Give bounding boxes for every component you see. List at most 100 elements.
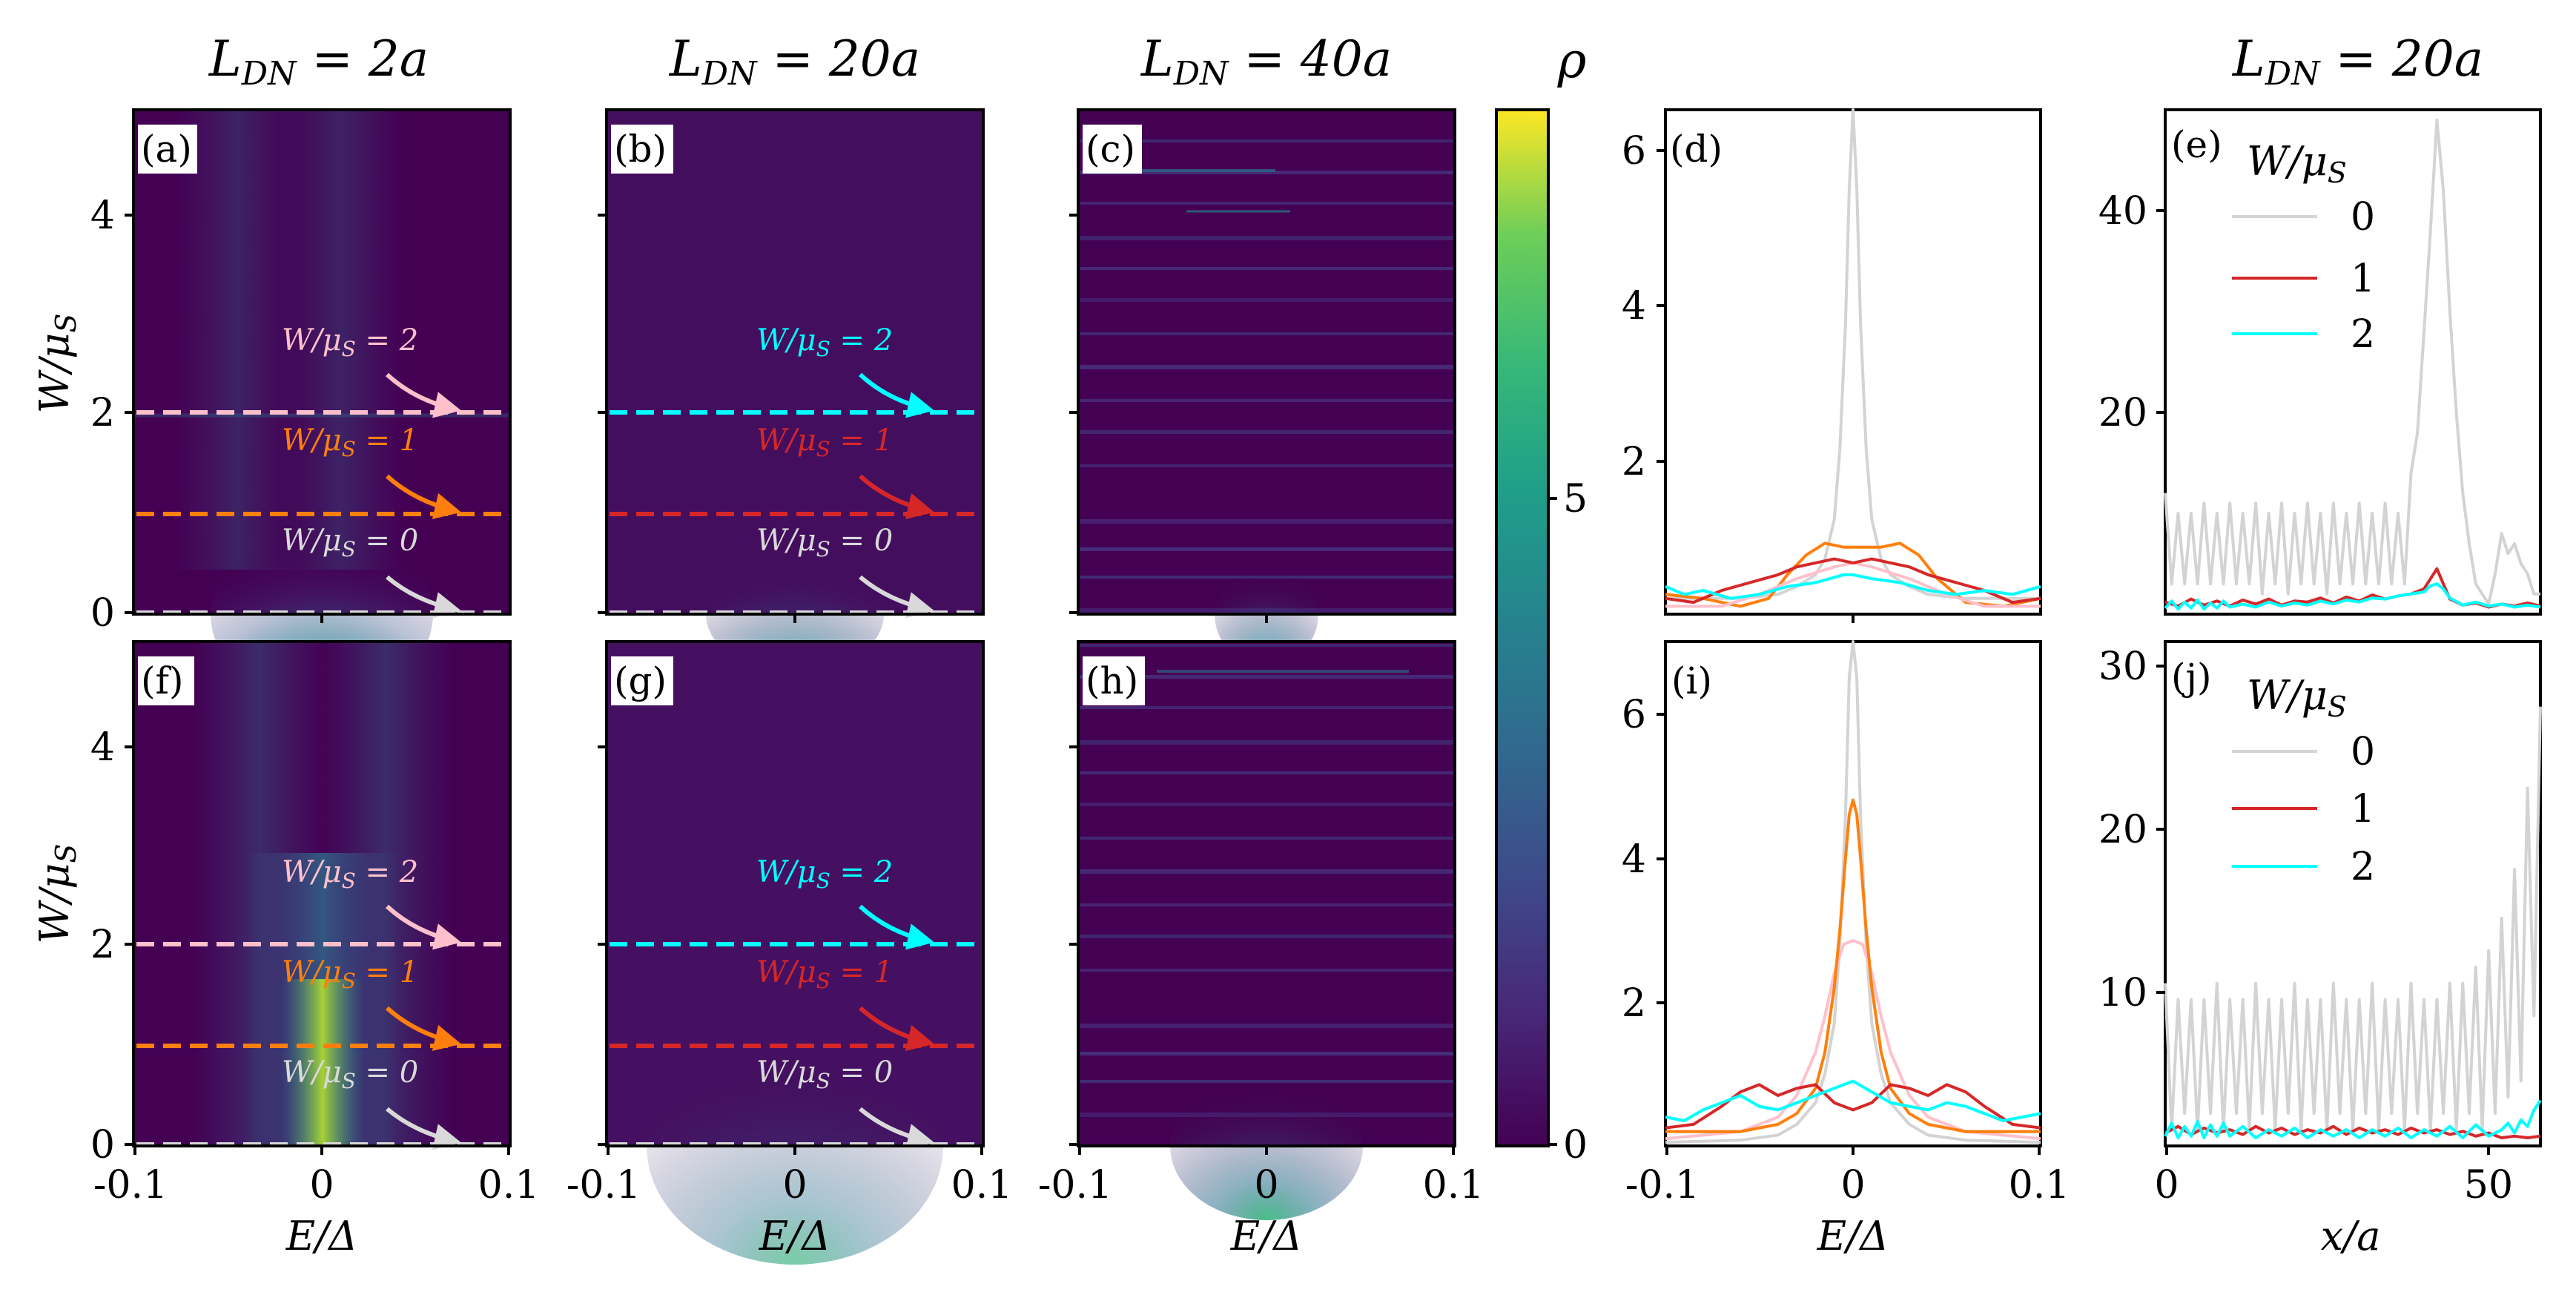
ytick-e-20: 20 xyxy=(2098,391,2147,435)
series-group-i xyxy=(1665,640,2041,1144)
title-col2: LDN = 20a xyxy=(669,30,920,93)
ytick-a-2: 2 xyxy=(90,391,115,435)
arrow-w0 xyxy=(386,1107,462,1150)
series-line-d-3 xyxy=(1665,557,2041,604)
title-col1: LDN = 2a xyxy=(208,30,429,93)
ytick-d-4: 4 xyxy=(1622,284,1646,329)
annot-w1: W/μS = 1 xyxy=(282,955,418,993)
panel-i: (i) 2 4 6 -0.1 0 0.1 E/Δ xyxy=(1622,640,2070,1259)
xtick-i-0: 0 xyxy=(1840,1163,1865,1208)
panel-f: W/μS = 0 W/μS = 1 W/μS = 2 (f) xyxy=(132,640,512,1150)
panel-label-d: (d) xyxy=(1670,128,1723,171)
panel-label-g: (g) xyxy=(614,659,667,702)
panel-j: (j) 10 20 30 0 50 x/a W/μS 0 1 2 xyxy=(2098,640,2542,1259)
xlabel-j: x/a xyxy=(2321,1213,2381,1259)
arrow-w0 xyxy=(859,1107,935,1150)
series-line-d-4 xyxy=(1665,573,2041,600)
xtick-g-0: 0 xyxy=(782,1163,807,1208)
ytick-a-0: 0 xyxy=(90,591,115,636)
ytick-j-10: 10 xyxy=(2098,971,2147,1015)
panel-label-j: (j) xyxy=(2171,656,2212,699)
ytick-d-2: 2 xyxy=(1622,440,1646,484)
title-colorbar: ρ xyxy=(1557,32,1587,89)
xtick-j-0: 0 xyxy=(2154,1163,2179,1208)
arrow-w1 xyxy=(386,1006,462,1051)
title-col5: LDN = 20a xyxy=(2232,30,2483,93)
xtick-g-01: 0.1 xyxy=(951,1163,1013,1208)
ytick-i-2: 2 xyxy=(1622,981,1646,1026)
xtick-f-m01: -0.1 xyxy=(93,1163,168,1208)
series-line-i-0 xyxy=(1665,640,2041,1144)
legend-entry-0: 0 xyxy=(2351,195,2375,240)
panel-c: (c) xyxy=(1077,108,1456,666)
arrow-w2 xyxy=(858,904,935,950)
series-line-j-2 xyxy=(2164,1099,2542,1139)
series-line-i-3 xyxy=(1665,1083,2041,1130)
arrow-w2 xyxy=(858,372,935,418)
xtick-h-01: 0.1 xyxy=(1423,1163,1484,1208)
colorbar-tick-0: 0 xyxy=(1563,1123,1588,1167)
arrow-w0 xyxy=(859,575,935,619)
ytick-a-4: 4 xyxy=(90,194,115,238)
colorbar: 5 0 xyxy=(1495,108,1588,1167)
arrow-w1 xyxy=(386,474,462,519)
panel-label-a: (a) xyxy=(141,128,192,171)
xtick-i-01: 0.1 xyxy=(2009,1163,2070,1208)
xtick-g-m01: -0.1 xyxy=(567,1163,641,1208)
panel-label-f: (f) xyxy=(141,659,184,702)
xtick-h-m01: -0.1 xyxy=(1038,1163,1112,1208)
ytick-i-6: 6 xyxy=(1622,693,1646,737)
arrow-w2 xyxy=(385,904,462,950)
legend-entry-2: 2 xyxy=(2351,312,2375,357)
legend-e: W/μS 0 1 2 xyxy=(2232,138,2375,357)
panel-b: W/μS = 0 W/μS = 1 W/μS = 2 (b) xyxy=(605,108,985,673)
xtick-j-50: 50 xyxy=(2464,1163,2513,1208)
legend-entry-0: 0 xyxy=(2351,730,2375,774)
xtick-h-0: 0 xyxy=(1254,1163,1278,1208)
panel-label-e: (e) xyxy=(2171,123,2222,166)
ytick-f-4: 4 xyxy=(90,725,115,770)
ytick-j-20: 20 xyxy=(2098,808,2147,852)
ylabel-f: W/μS xyxy=(31,844,82,944)
ytick-f-0: 0 xyxy=(90,1123,115,1167)
panel-h: (h) xyxy=(1077,640,1456,1220)
panel-e: (e) 20 40 W/μS 0 1 2 xyxy=(2098,108,2542,616)
series-group-e xyxy=(2164,118,2541,611)
series-line-i-1 xyxy=(1665,939,2041,1141)
xlabel-i: E/Δ xyxy=(1817,1213,1889,1259)
arrow-w0 xyxy=(386,575,462,619)
panel-label-c: (c) xyxy=(1086,128,1135,171)
xtick-f-01: 0.1 xyxy=(478,1163,540,1208)
series-line-d-1 xyxy=(1665,541,2041,608)
ytick-f-2: 2 xyxy=(90,923,115,967)
panel-label-i: (i) xyxy=(1671,659,1712,702)
xtick-f-0: 0 xyxy=(309,1163,334,1208)
annot-w1: W/μS = 1 xyxy=(282,424,418,461)
legend-entry-1: 1 xyxy=(2351,787,2375,831)
panel-label-b: (b) xyxy=(614,128,667,171)
series-line-e-2 xyxy=(2164,582,2541,611)
legend-j: W/μS 0 1 2 xyxy=(2232,672,2375,889)
legend-entry-2: 2 xyxy=(2351,845,2375,889)
legend-entry-1: 1 xyxy=(2351,257,2375,301)
panel-d: (d) 2 4 6 xyxy=(1622,108,2042,623)
panel-label-h: (h) xyxy=(1086,659,1138,702)
title-col3: LDN = 40a xyxy=(1140,30,1392,93)
xtick-i-m01: -0.1 xyxy=(1625,1163,1700,1208)
ytick-j-30: 30 xyxy=(2098,645,2147,689)
series-group-d xyxy=(1665,108,2041,608)
colorbar-tick-5: 5 xyxy=(1563,477,1588,521)
arrow-w1 xyxy=(859,1006,935,1051)
ytick-e-40: 40 xyxy=(2098,189,2147,234)
series-line-i-4 xyxy=(1665,1079,2041,1122)
series-line-e-0 xyxy=(2164,118,2540,606)
ylabel-a: W/μS xyxy=(31,314,82,414)
series-group-j xyxy=(2164,706,2542,1139)
arrow-w1 xyxy=(859,474,935,519)
xlabel-h: E/Δ xyxy=(1230,1213,1303,1259)
annot-w0: W/μS = 0 xyxy=(756,524,893,561)
arrow-w2 xyxy=(385,372,462,418)
ytick-d-6: 6 xyxy=(1622,129,1646,174)
xlabel-g: E/Δ xyxy=(759,1213,831,1259)
